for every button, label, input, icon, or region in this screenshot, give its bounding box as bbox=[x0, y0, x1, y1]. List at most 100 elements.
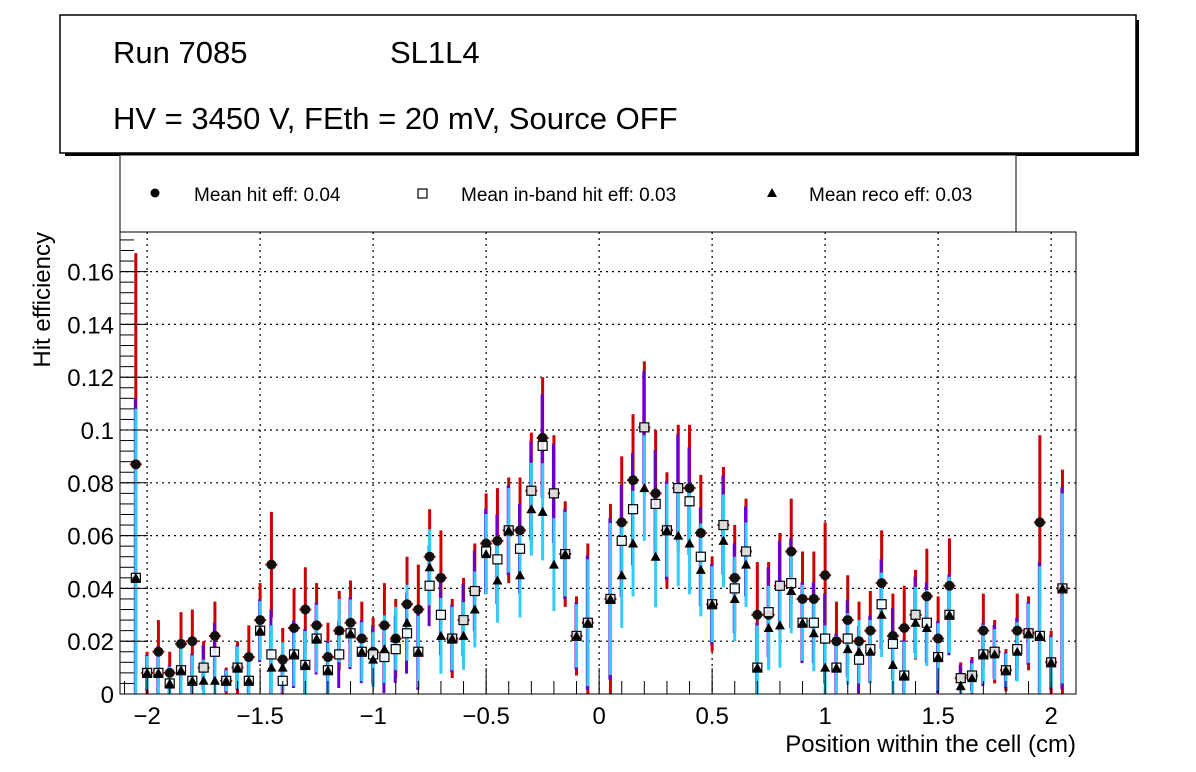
x-tick-label: −2 bbox=[133, 703, 160, 730]
hit-eff-point bbox=[628, 475, 639, 486]
reco-eff-point bbox=[289, 649, 300, 659]
inband-eff-point bbox=[209, 646, 221, 657]
legend-circle-marker bbox=[150, 188, 160, 198]
hit-eff-point bbox=[243, 652, 254, 663]
y-tick-label: 0.04 bbox=[67, 576, 114, 603]
hit-eff-point bbox=[266, 559, 277, 570]
reco-eff-point bbox=[854, 646, 865, 656]
reco-eff-point bbox=[526, 504, 537, 514]
hit-eff-point bbox=[786, 546, 797, 557]
reco-eff-point bbox=[967, 673, 978, 683]
hit-eff-point bbox=[729, 572, 740, 583]
reco-eff-point bbox=[379, 644, 390, 654]
inband-eff-point bbox=[458, 614, 469, 626]
reco-eff-point bbox=[661, 525, 672, 535]
reco-eff-point bbox=[198, 675, 209, 685]
reco-eff-point bbox=[435, 630, 446, 640]
reco-eff-point bbox=[978, 649, 989, 659]
reco-eff-point bbox=[774, 620, 785, 630]
reco-eff-point bbox=[548, 559, 559, 569]
reco-eff-point bbox=[842, 644, 853, 654]
hit-eff-point bbox=[752, 609, 763, 620]
hit-eff-point bbox=[831, 636, 842, 647]
reco-eff-point bbox=[560, 549, 571, 559]
x-tick-label: −1.5 bbox=[236, 703, 283, 730]
reco-eff-point bbox=[582, 617, 593, 627]
x-tick-label: 1.5 bbox=[921, 703, 954, 730]
hit-eff-point bbox=[887, 630, 898, 641]
hit-eff-point bbox=[356, 633, 367, 644]
y-tick-label: 0 bbox=[101, 682, 114, 709]
inband-eff-point bbox=[673, 482, 684, 494]
reco-eff-point bbox=[865, 646, 876, 656]
reco-eff-point bbox=[718, 535, 729, 545]
inband-eff-point bbox=[729, 583, 740, 594]
x-tick-label: 0.5 bbox=[695, 703, 728, 730]
reco-eff-point bbox=[752, 662, 763, 672]
legend: Mean hit eff: 0.04 Mean in-band hit eff:… bbox=[119, 154, 1017, 233]
hit-eff-point bbox=[1012, 625, 1023, 636]
reco-eff-point bbox=[639, 483, 650, 493]
inband-eff-point bbox=[616, 535, 627, 546]
reco-eff-point bbox=[763, 623, 774, 632]
reco-eff-point bbox=[300, 659, 311, 669]
reco-eff-point bbox=[695, 564, 706, 574]
hit-eff-point bbox=[311, 620, 322, 631]
reco-eff-point bbox=[311, 633, 322, 643]
reco-eff-point bbox=[786, 586, 797, 596]
run-label: Run 7085 bbox=[113, 35, 247, 70]
hit-eff-point bbox=[797, 593, 808, 604]
hit-eff-point bbox=[164, 667, 175, 678]
reco-eff-point bbox=[1034, 630, 1045, 640]
hit-eff-point bbox=[435, 572, 446, 583]
plot-frame bbox=[119, 231, 1077, 695]
legend-triangle-marker bbox=[767, 188, 777, 197]
reco-eff-point bbox=[515, 570, 526, 580]
inband-eff-point bbox=[469, 585, 480, 597]
hit-eff-point bbox=[899, 623, 910, 633]
hit-eff-point bbox=[289, 623, 300, 633]
reco-eff-point bbox=[368, 654, 379, 664]
hit-eff-point bbox=[650, 488, 661, 499]
reco-eff-point bbox=[187, 675, 198, 685]
inband-eff-point bbox=[887, 638, 899, 649]
hit-eff-point bbox=[130, 459, 141, 470]
hit-eff-point bbox=[1034, 517, 1045, 528]
reco-eff-point bbox=[808, 628, 819, 638]
legend-reco-eff: Mean reco eff: 0.03 bbox=[809, 185, 972, 206]
reco-eff-point bbox=[921, 623, 932, 632]
hit-eff-point bbox=[300, 604, 311, 615]
reco-eff-point bbox=[831, 662, 842, 672]
inband-eff-point bbox=[718, 519, 729, 531]
inband-eff-point bbox=[650, 498, 661, 510]
legend-inband-eff: Mean in-band hit eff: 0.03 bbox=[461, 185, 676, 206]
y-tick-label: 0.14 bbox=[67, 312, 114, 339]
x-tick-label: 1 bbox=[818, 703, 831, 730]
reco-eff-point bbox=[130, 572, 141, 582]
reco-eff-point bbox=[616, 570, 627, 580]
inband-eff-point bbox=[820, 633, 831, 644]
hit-eff-point bbox=[176, 638, 187, 649]
y-tick-label: 0.16 bbox=[67, 260, 114, 287]
reco-eff-point bbox=[469, 604, 480, 614]
reco-eff-point bbox=[1012, 646, 1023, 656]
inband-eff-point bbox=[198, 662, 209, 673]
inband-eff-point bbox=[627, 504, 639, 515]
reco-eff-point bbox=[243, 675, 254, 685]
title-box: Run 7085 SL1L4 HV = 3450 V, FEth = 20 mV… bbox=[59, 14, 1139, 156]
hit-eff-point bbox=[153, 646, 164, 657]
inband-eff-point bbox=[684, 496, 695, 507]
inband-eff-point bbox=[266, 649, 277, 660]
x-tick-label: 0 bbox=[592, 703, 605, 730]
inband-eff-point bbox=[808, 617, 819, 628]
reco-eff-point bbox=[1000, 665, 1011, 675]
inband-eff-point bbox=[774, 580, 786, 591]
inband-eff-point bbox=[842, 633, 853, 644]
reco-eff-point bbox=[413, 646, 424, 656]
reco-eff-point bbox=[458, 630, 469, 640]
reco-eff-point bbox=[673, 530, 684, 540]
reco-eff-point bbox=[899, 670, 910, 680]
hit-eff-point bbox=[978, 625, 989, 636]
reco-eff-point bbox=[537, 506, 548, 516]
